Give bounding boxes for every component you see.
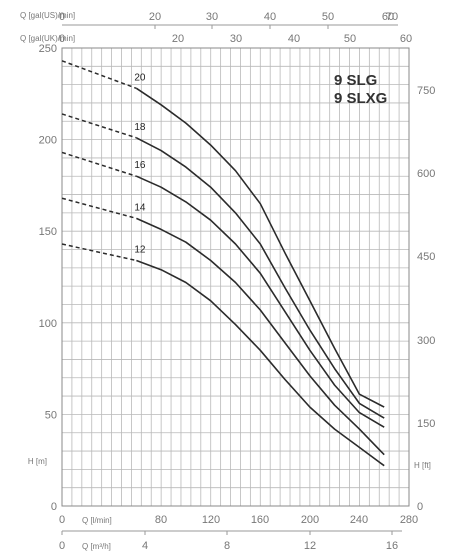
bottom-m3h-tick-label: 0 (59, 540, 65, 552)
top-gal-us-tick-label: 40 (264, 11, 276, 23)
right-tick-label: 750 (417, 85, 435, 97)
left-tick-label: 250 (39, 43, 57, 55)
bottom-m3h-tick-label: 16 (386, 540, 398, 552)
right-tick-label: 150 (417, 418, 435, 430)
curve-label-20: 20 (134, 72, 146, 83)
curve-label-16: 16 (134, 160, 146, 171)
chart-title-line-2: 9 SLXG (334, 90, 387, 107)
curve-18 (136, 137, 385, 419)
curve-20 (135, 87, 385, 408)
chart-grid (61, 24, 410, 535)
chart-title-line-1: 9 SLG (334, 72, 377, 89)
bottom-m3h-tick-label: 12 (304, 540, 316, 552)
curve-label-18: 18 (134, 122, 146, 133)
top-gal-us-tick-label: 60 (382, 11, 394, 23)
left-axis-label: H [m] (28, 457, 47, 466)
curve-16 (136, 175, 385, 428)
curve-label-14: 14 (134, 202, 146, 213)
right-axis-label: H [ft] (414, 461, 431, 470)
top-gal-us-tick-label: 20 (149, 11, 161, 23)
left-tick-label: 50 (45, 409, 57, 421)
top-gal-us-tick-label: 70 (386, 11, 398, 23)
curve-dashed-14 (61, 197, 137, 220)
top-axis-gal-uk-label: Q [gal(UK)/min] (20, 34, 75, 43)
bottom-lmin-tick-label: 280 (400, 514, 418, 526)
right-tick-label: 450 (417, 251, 435, 263)
curve-dashed-12 (61, 243, 137, 262)
bottom-lmin-tick-label: 0 (59, 514, 65, 526)
bottom-axis-lmin-label: Q [l/min] (82, 516, 112, 525)
curve-dashed-18 (61, 113, 137, 139)
top-gal-uk-tick-label: 50 (344, 33, 356, 45)
curve-dashed-20 (61, 60, 137, 90)
top-gal-us-tick-label: 0 (59, 11, 65, 23)
left-tick-label: 0 (51, 501, 57, 513)
bottom-lmin-tick-label: 80 (155, 514, 167, 526)
curve-12 (136, 259, 385, 467)
right-tick-label: 300 (417, 335, 435, 347)
top-gal-uk-tick-label: 0 (59, 33, 65, 45)
curve-label-12: 12 (134, 245, 146, 256)
bottom-lmin-tick-label: 160 (251, 514, 269, 526)
right-tick-label: 600 (417, 168, 435, 180)
bottom-m3h-tick-label: 4 (142, 540, 148, 552)
curve-dashed-16 (61, 151, 137, 177)
plot-frame (61, 47, 410, 507)
top-gal-us-tick-label: 30 (206, 11, 218, 23)
bottom-lmin-tick-label: 200 (301, 514, 319, 526)
right-tick-label: 0 (417, 501, 423, 513)
bottom-axis-m3h-label: Q [m³/h] (82, 542, 111, 551)
bottom-m3h-tick-label: 8 (224, 540, 230, 552)
left-tick-label: 150 (39, 226, 57, 238)
top-gal-uk-tick-label: 40 (288, 33, 300, 45)
performance-curves: 20 18 16 14 12 (61, 60, 385, 467)
top-gal-uk-tick-label: 60 (400, 33, 412, 45)
top-gal-us-tick-label: 50 (322, 11, 334, 23)
top-axis-gal-us-label: Q [gal(US)/min] (20, 11, 75, 20)
bottom-lmin-tick-label: 120 (202, 514, 220, 526)
left-tick-label: 200 (39, 135, 57, 147)
top-gal-uk-tick-label: 30 (230, 33, 242, 45)
left-tick-label: 100 (39, 318, 57, 330)
curve-14 (136, 217, 385, 456)
top-gal-uk-tick-label: 20 (172, 33, 184, 45)
bottom-lmin-tick-label: 240 (350, 514, 368, 526)
